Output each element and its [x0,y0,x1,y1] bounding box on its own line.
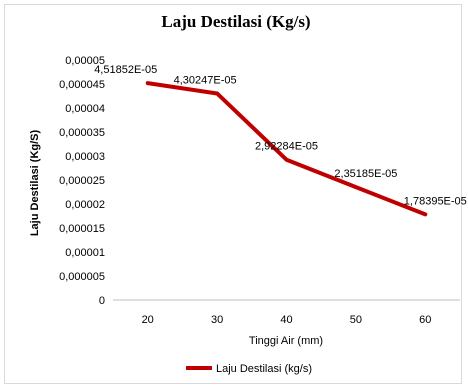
y-tick-label: 0,00002 [65,199,105,211]
data-label: 4,30247E-05 [174,74,237,86]
x-tick-label: 60 [419,314,431,326]
data-label: 2,92284E-05 [255,141,318,153]
y-tick-label: 0,000035 [59,127,105,139]
y-tick-label: 0,000045 [59,79,105,91]
y-tick-label: 0 [99,295,105,307]
x-tick-label: 50 [350,314,362,326]
data-label: 1,78395E-05 [404,195,467,207]
series-line [145,81,428,217]
y-tick-labels: 0 0,000005 0,00001 0,000015 0,00002 0,000025 0… [59,55,105,307]
x-tick-label: 20 [142,314,154,326]
chart-title: Laju Destilasi (Kg/s) [161,12,310,31]
x-tick-label: 30 [211,314,223,326]
y-tick-label: 0,000025 [59,175,105,187]
data-labels: 4,51852E-05 4,30247E-05 2,92284E-05 2,35185… [94,64,467,207]
data-label: 4,51852E-05 [94,64,157,76]
x-tick-labels: 20 30 40 50 60 [142,314,432,326]
chart-frame [4,4,462,384]
x-axis-title: Tinggi Air (mm) [249,335,323,347]
x-tick-label: 40 [280,314,292,326]
data-label: 2,35185E-05 [334,168,397,180]
y-tick-label: 0,00001 [65,247,105,259]
y-tick-label: 0,00005 [65,55,105,67]
y-tick-label: 0,000005 [59,271,105,283]
series-group [145,81,428,217]
legend: Laju Destilasi (kg/s) [186,363,312,375]
y-tick-label: 0,00003 [65,151,105,163]
y-axis-title: Laju Destilasi (Kg/S) [29,129,41,236]
y-tick-label: 0,00004 [65,103,105,115]
y-tick-label: 0,000015 [59,223,105,235]
legend-label: Laju Destilasi (kg/s) [216,363,312,375]
